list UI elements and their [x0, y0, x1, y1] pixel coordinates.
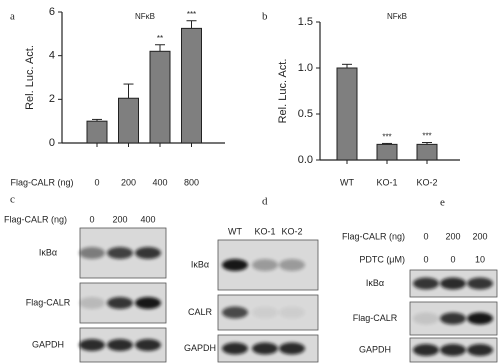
blot-row-label: GAPDH — [184, 343, 216, 353]
blot-band — [107, 297, 133, 309]
lane-header-label: PDTC (μM) — [359, 254, 405, 264]
blot-row-label: IκBα — [39, 247, 57, 257]
significance-label: ** — [157, 34, 163, 43]
blot-band — [135, 297, 161, 309]
blot-band — [279, 259, 305, 271]
panel-label: c — [10, 194, 15, 206]
lane-label: 200 — [112, 214, 127, 224]
blot-row-label: CALR — [188, 307, 213, 317]
x-tick-label: 0 — [94, 177, 99, 187]
lane-header-label: Flag-CALR (ng) — [342, 231, 405, 241]
y-tick-label: 0.5 — [298, 108, 313, 120]
blot-band — [135, 339, 161, 351]
lane-label: 0 — [423, 254, 428, 264]
blot-row-label: GAPDH — [359, 344, 391, 354]
panel-label: e — [440, 197, 445, 209]
bar — [336, 67, 358, 161]
blot-band — [252, 342, 278, 355]
bar — [149, 50, 171, 144]
blot-band — [252, 259, 278, 271]
y-tick-label: 0 — [49, 137, 55, 149]
lane-label: 10 — [475, 254, 485, 264]
x-tick-label: 400 — [152, 177, 167, 187]
lane-label: 0 — [89, 214, 94, 224]
blot-band — [222, 259, 248, 271]
blot-band — [413, 277, 439, 290]
y-tick-label: 6 — [49, 6, 55, 18]
blot-band — [252, 306, 278, 319]
significance-label: *** — [382, 133, 391, 142]
x-tick-label: KO-2 — [416, 177, 437, 187]
blot-band — [107, 339, 133, 351]
x-tick-label: 200 — [121, 177, 136, 187]
blot-band — [279, 306, 305, 319]
y-axis-label: Rel. Luc. Act. — [277, 59, 289, 124]
blot-row-label: Flag-CALR — [26, 297, 71, 307]
lane-label: 400 — [140, 214, 155, 224]
panel-label: d — [262, 196, 268, 208]
lane-label: 0 — [450, 254, 455, 264]
blot-band — [413, 312, 439, 325]
panel-label: b — [262, 11, 268, 23]
panel-label: a — [10, 11, 15, 23]
lane-label: KO-2 — [281, 226, 302, 236]
bar — [416, 143, 438, 161]
blot-band — [79, 247, 105, 259]
blot-band — [279, 342, 305, 355]
lane-label: WT — [228, 226, 242, 236]
blot-band — [107, 247, 133, 259]
bar — [86, 120, 108, 144]
blot-band — [467, 344, 493, 356]
blot-row-label: GAPDH — [32, 339, 64, 349]
x-tick-label: 800 — [184, 177, 199, 187]
blot-band — [222, 342, 248, 355]
blot-band — [79, 297, 105, 309]
y-tick-label: 0.0 — [298, 154, 313, 166]
lane-label: 200 — [445, 231, 460, 241]
blot-band — [79, 339, 105, 351]
blot-row-label: Flag-CALR — [353, 313, 398, 323]
blot-band — [413, 344, 439, 356]
lane-label: 200 — [472, 231, 487, 241]
blot-row-label: IκBα — [191, 259, 209, 269]
blot-band — [467, 277, 493, 290]
chart-title: NFκB — [387, 12, 407, 21]
lane-label: KO-1 — [254, 226, 275, 236]
blot-band — [440, 312, 466, 325]
y-tick-label: 1.0 — [298, 62, 313, 74]
blot-row-label: IκBα — [366, 278, 384, 288]
y-tick-label: 4 — [49, 50, 55, 62]
blot-band — [440, 277, 466, 290]
y-axis-label: Rel. Luc. Act. — [24, 45, 36, 110]
lane-label: 0 — [423, 231, 428, 241]
significance-label: *** — [422, 132, 431, 141]
blot-band — [222, 306, 248, 319]
bar — [118, 97, 139, 144]
blot-band — [135, 247, 161, 259]
lane-header-label: Flag-CALR (ng) — [4, 214, 67, 224]
x-tick-label: KO-1 — [376, 177, 397, 187]
significance-label: *** — [187, 10, 196, 19]
blot-band — [467, 312, 493, 325]
y-tick-label: 2 — [49, 93, 55, 105]
x-tick-label: WT — [340, 177, 354, 187]
bar — [181, 27, 202, 144]
x-axis-label: Flag-CALR (ng) — [10, 177, 73, 187]
bar — [376, 143, 398, 161]
blot-band — [440, 344, 466, 356]
chart-title: NFκB — [135, 12, 155, 21]
y-tick-label: 1.5 — [298, 16, 313, 28]
